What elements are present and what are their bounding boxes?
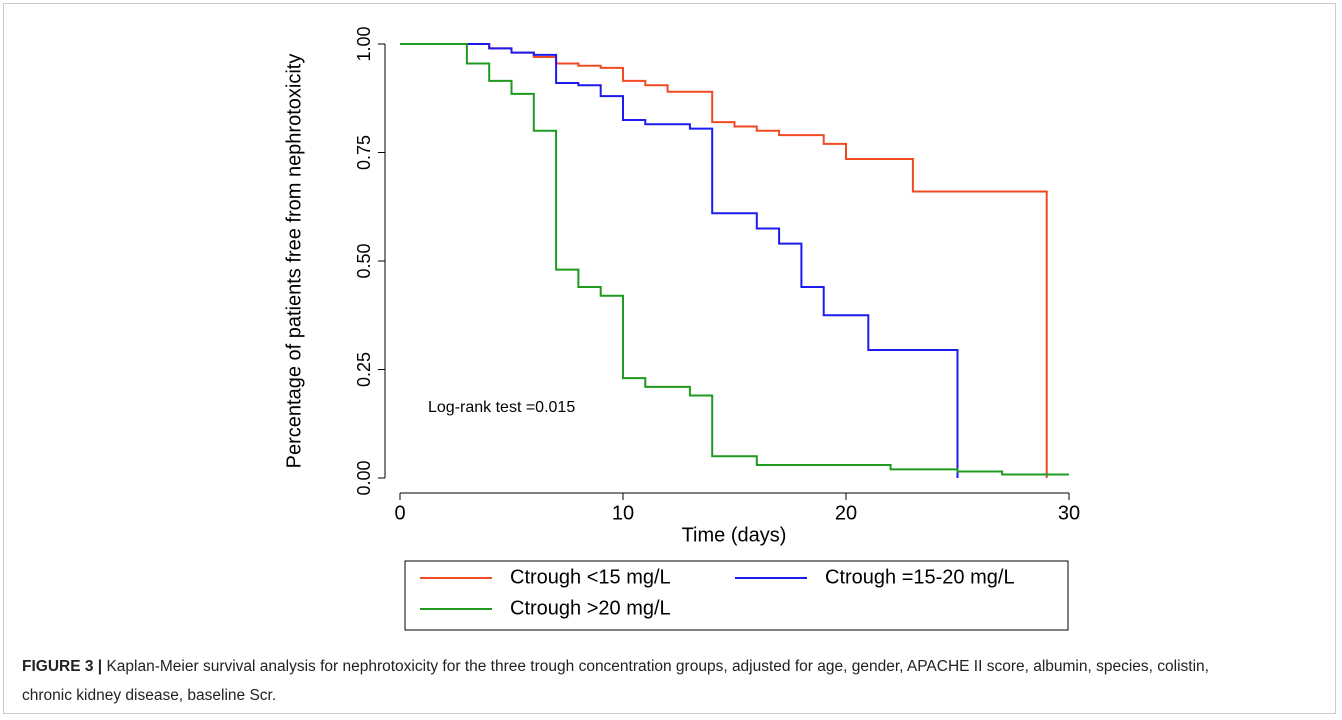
y-tick-label: 0.00 [354,460,374,495]
x-tick-label: 10 [612,502,634,524]
x-tick-label: 30 [1058,502,1080,524]
caption-label: FIGURE 3 | [22,658,103,675]
legend-label: Ctrough <15 mg/L [510,566,671,588]
figure-frame [3,3,1336,714]
survival-line [400,43,959,478]
x-tick-label: 0 [394,502,405,524]
chart: Percentage of patients free from nephrot… [283,26,1080,631]
y-tick-label: 1.00 [354,26,374,61]
y-tick-label: 0.50 [354,243,374,278]
annotation: Log-rank test =0.015 [428,399,575,416]
y-tick-label: 0.25 [354,352,374,387]
legend-label: Ctrough =15-20 mg/L [825,566,1015,588]
x-axis-label: Time (days) [682,524,787,546]
caption-text: Kaplan-Meier survival analysis for nephr… [22,658,1209,704]
caption: FIGURE 3 | Kaplan-Meier survival analysi… [22,652,1252,710]
legend-box [404,560,1069,631]
y-tick-label: 0.75 [354,135,374,170]
y-axis-label: Percentage of patients free from nephrot… [283,54,305,469]
legend-label: Ctrough >20 mg/L [510,597,671,619]
survival-line [400,43,1069,476]
x-tick-label: 20 [835,502,857,524]
